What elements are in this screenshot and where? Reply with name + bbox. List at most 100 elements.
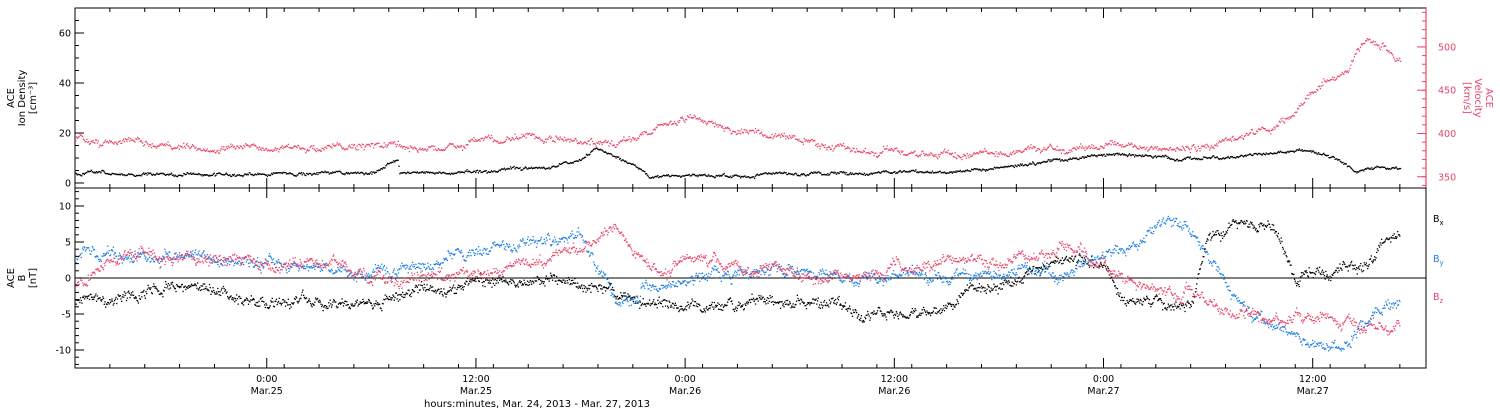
data-point — [1043, 146, 1045, 149]
data-point — [1024, 275, 1026, 277]
data-point — [355, 149, 357, 151]
data-point — [188, 286, 190, 288]
data-point — [522, 284, 524, 286]
data-point — [1103, 153, 1105, 155]
data-point — [983, 169, 985, 171]
data-point — [496, 140, 498, 143]
data-point — [823, 299, 826, 302]
data-point — [428, 171, 430, 173]
data-point — [991, 152, 994, 154]
data-point — [1281, 151, 1283, 153]
data-point — [757, 129, 759, 131]
data-point — [1030, 163, 1032, 165]
data-point — [394, 160, 397, 162]
data-point — [861, 320, 863, 322]
data-point — [889, 172, 891, 174]
data-point — [1313, 272, 1315, 274]
data-point — [1347, 165, 1349, 167]
data-point — [963, 292, 965, 294]
data-point — [1132, 298, 1134, 300]
data-point — [669, 301, 671, 303]
data-point — [733, 308, 735, 311]
data-point — [1300, 103, 1302, 105]
data-point — [1117, 142, 1119, 144]
data-point — [660, 176, 662, 178]
data-point — [433, 172, 435, 174]
data-point — [1241, 154, 1243, 157]
data-point — [717, 302, 719, 304]
data-point — [408, 147, 410, 149]
data-point — [187, 145, 189, 147]
data-point — [791, 306, 794, 308]
data-point — [901, 171, 903, 174]
data-point — [821, 304, 823, 306]
data-point — [847, 146, 849, 148]
data-point — [1304, 270, 1306, 272]
data-point — [1186, 301, 1188, 303]
data-point — [479, 169, 481, 172]
data-point — [801, 141, 803, 143]
data-point — [548, 166, 550, 169]
data-point — [1001, 288, 1003, 290]
data-point — [963, 153, 965, 156]
data-point — [591, 137, 593, 140]
data-point — [692, 117, 694, 119]
data-point — [529, 279, 531, 282]
data-point — [934, 155, 936, 157]
data-point — [1019, 165, 1021, 167]
data-point — [1175, 160, 1177, 162]
data-point — [371, 173, 373, 175]
data-point — [715, 174, 717, 177]
data-point — [841, 308, 843, 310]
data-point — [241, 147, 243, 149]
data-point — [208, 175, 210, 177]
data-point — [990, 168, 992, 170]
data-point — [360, 301, 363, 304]
data-point — [645, 173, 647, 175]
data-point — [383, 299, 386, 301]
data-point — [1073, 147, 1076, 149]
data-point — [716, 175, 718, 177]
data-point — [855, 172, 857, 174]
data-point — [483, 281, 485, 283]
data-point — [1081, 145, 1083, 147]
data-point — [483, 170, 486, 172]
data-point — [1117, 154, 1119, 156]
data-point — [704, 311, 706, 313]
data-point — [326, 307, 328, 310]
data-point — [1054, 262, 1056, 264]
data-point — [754, 127, 757, 130]
data-point — [645, 132, 647, 134]
data-point — [1381, 43, 1383, 45]
data-point — [618, 296, 621, 299]
data-point — [971, 154, 974, 156]
data-point — [624, 139, 626, 142]
data-point — [1224, 157, 1226, 159]
data-point — [437, 172, 439, 174]
data-point — [815, 171, 817, 173]
data-point — [570, 138, 572, 140]
data-point — [1223, 158, 1226, 160]
data-point — [115, 173, 117, 175]
data-point — [520, 281, 522, 283]
data-point — [634, 164, 636, 166]
data-point — [578, 285, 580, 287]
data-point — [1160, 299, 1162, 302]
data-point — [123, 291, 126, 293]
data-point — [475, 171, 477, 174]
data-point — [657, 175, 659, 177]
data-point — [869, 319, 871, 321]
data-point — [1242, 155, 1244, 157]
data-point — [172, 174, 174, 176]
data-point — [407, 147, 409, 150]
data-point — [675, 304, 677, 307]
data-point — [917, 172, 920, 174]
data-point — [1321, 81, 1323, 84]
data-point — [411, 289, 414, 291]
data-point — [662, 124, 664, 127]
data-point — [993, 283, 995, 285]
data-point — [791, 135, 793, 137]
data-point — [340, 144, 342, 147]
data-point — [302, 147, 304, 149]
data-point — [322, 171, 324, 174]
